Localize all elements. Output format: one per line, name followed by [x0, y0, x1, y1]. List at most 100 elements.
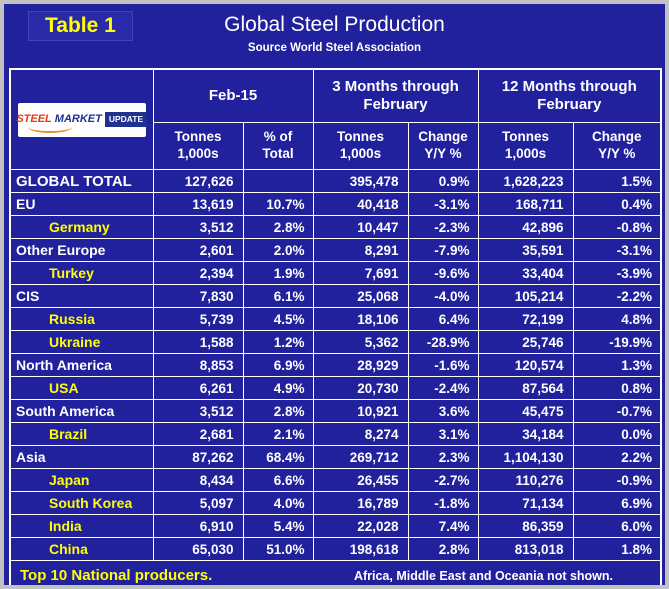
data-cell: 10.7% — [242, 192, 314, 216]
data-cell: -28.9% — [407, 330, 479, 354]
data-cell: -19.9% — [572, 330, 662, 354]
table-row-cis: CIS 7,830 6.1% 25,068 -4.0% 105,214 -2.2… — [9, 284, 662, 308]
table-row-germany: Germany 3,512 2.8% 10,447 -2.3% 42,896 -… — [9, 215, 662, 239]
col-header-feb-tonnes: Tonnes 1,000s — [152, 122, 244, 170]
row-label: South Korea — [9, 491, 154, 515]
data-cell: 10,447 — [312, 215, 409, 239]
data-cell: 198,618 — [312, 537, 409, 561]
row-label: GLOBAL TOTAL — [9, 169, 154, 193]
data-cell: 5,097 — [152, 491, 244, 515]
data-cell: 4.0% — [242, 491, 314, 515]
row-label: EU — [9, 192, 154, 216]
data-cell: 28,929 — [312, 353, 409, 377]
data-cell: 33,404 — [477, 261, 574, 285]
data-cell: 6.0% — [572, 514, 662, 538]
logo-swoosh-icon — [27, 121, 72, 133]
data-cell: 1,104,130 — [477, 445, 574, 469]
table-row-asia: Asia 87,262 68.4% 269,712 2.3% 1,104,130… — [9, 445, 662, 469]
footer-note-left: Top 10 National producers. — [20, 567, 213, 584]
data-cell: 1.9% — [242, 261, 314, 285]
row-label: CIS — [9, 284, 154, 308]
column-group-12-months: 12 Months through February — [477, 68, 662, 123]
row-label: Asia — [9, 445, 154, 469]
data-cell: 3,512 — [152, 399, 244, 423]
data-cell: 51.0% — [242, 537, 314, 561]
table-row-russia: Russia 5,739 4.5% 18,106 6.4% 72,199 4.8… — [9, 307, 662, 331]
data-cell: 0.8% — [572, 376, 662, 400]
data-cell: 87,262 — [152, 445, 244, 469]
data-cell: 65,030 — [152, 537, 244, 561]
data-cell: 3.6% — [407, 399, 479, 423]
data-cell: 2.8% — [242, 399, 314, 423]
row-label: Germany — [9, 215, 154, 239]
data-cell: 8,274 — [312, 422, 409, 446]
data-cell: -3.1% — [407, 192, 479, 216]
table-row-north-america: North America 8,853 6.9% 28,929 -1.6% 12… — [9, 353, 662, 377]
title-bar: Table 1 Global Steel Production Source W… — [4, 4, 665, 68]
data-cell: 3,512 — [152, 215, 244, 239]
row-label: Ukraine — [9, 330, 154, 354]
steel-market-update-logo: STEEL MARKET UPDATE — [16, 102, 148, 137]
data-cell: -7.9% — [407, 238, 479, 262]
data-cell: 120,574 — [477, 353, 574, 377]
table-row-south-america: South America 3,512 2.8% 10,921 3.6% 45,… — [9, 399, 662, 423]
col-header-12m-tonnes: Tonnes 1,000s — [477, 122, 574, 170]
data-cell: 6,261 — [152, 376, 244, 400]
row-label: India — [9, 514, 154, 538]
data-cell: 7,691 — [312, 261, 409, 285]
data-cell: 813,018 — [477, 537, 574, 561]
data-cell: 1.3% — [572, 353, 662, 377]
row-label: China — [9, 537, 154, 561]
data-cell: 45,475 — [477, 399, 574, 423]
data-cell: 0.0% — [572, 422, 662, 446]
data-cell: 18,106 — [312, 307, 409, 331]
data-cell: -2.3% — [407, 215, 479, 239]
table-label-box: Table 1 — [28, 11, 133, 41]
data-cell: 86,359 — [477, 514, 574, 538]
data-cell: -4.0% — [407, 284, 479, 308]
data-cell: 26,455 — [312, 468, 409, 492]
data-cell: 2.2% — [572, 445, 662, 469]
data-cell: 1.5% — [572, 169, 662, 193]
row-label: Russia — [9, 307, 154, 331]
data-cell — [242, 169, 314, 193]
data-cell: 4.9% — [242, 376, 314, 400]
data-cell: 72,199 — [477, 307, 574, 331]
data-cell: 3.1% — [407, 422, 479, 446]
data-cell: -0.9% — [572, 468, 662, 492]
data-cell: 40,418 — [312, 192, 409, 216]
data-cell: 5,362 — [312, 330, 409, 354]
data-cell: 68.4% — [242, 445, 314, 469]
data-cell: 1.2% — [242, 330, 314, 354]
col-header-3m-change: Change Y/Y % — [407, 122, 479, 170]
data-cell: 22,028 — [312, 514, 409, 538]
data-cell: 8,434 — [152, 468, 244, 492]
row-label: Japan — [9, 468, 154, 492]
data-cell: 2.8% — [242, 215, 314, 239]
data-cell: 1,628,223 — [477, 169, 574, 193]
data-cell: 0.4% — [572, 192, 662, 216]
col-header-12m-change: Change Y/Y % — [572, 122, 662, 170]
data-cell: 6.9% — [242, 353, 314, 377]
data-cell: -9.6% — [407, 261, 479, 285]
data-cell: 269,712 — [312, 445, 409, 469]
data-cell: 20,730 — [312, 376, 409, 400]
table-row-other-europe: Other Europe 2,601 2.0% 8,291 -7.9% 35,5… — [9, 238, 662, 262]
col-header-3m-tonnes: Tonnes 1,000s — [312, 122, 409, 170]
data-cell: 5.4% — [242, 514, 314, 538]
data-cell: 8,291 — [312, 238, 409, 262]
data-cell: 6,910 — [152, 514, 244, 538]
table-row-india: India 6,910 5.4% 22,028 7.4% 86,359 6.0% — [9, 514, 662, 538]
data-cell: 5,739 — [152, 307, 244, 331]
column-group-3-months: 3 Months through February — [312, 68, 479, 123]
data-cell: 4.8% — [572, 307, 662, 331]
data-cell: 105,214 — [477, 284, 574, 308]
data-cell: 7,830 — [152, 284, 244, 308]
data-cell: -1.8% — [407, 491, 479, 515]
row-label: Brazil — [9, 422, 154, 446]
table-row-global-total: GLOBAL TOTAL 127,626 395,478 0.9% 1,628,… — [9, 169, 662, 193]
data-cell: 71,134 — [477, 491, 574, 515]
page-title: Global Steel Production — [224, 13, 445, 36]
data-cell: 0.9% — [407, 169, 479, 193]
